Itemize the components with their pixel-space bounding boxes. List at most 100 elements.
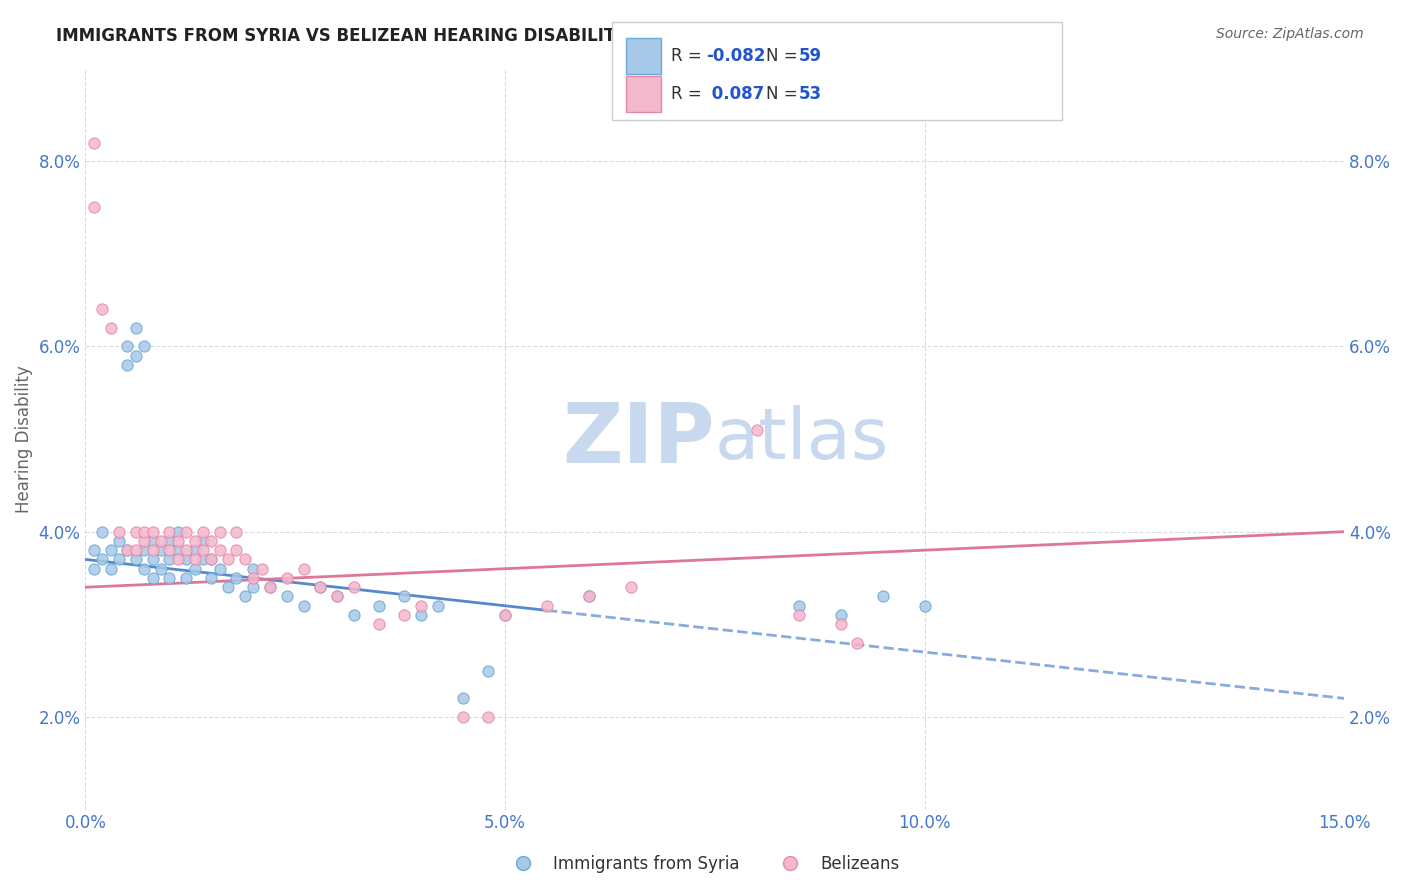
- Point: [157, 552, 180, 566]
- Text: IMMIGRANTS FROM SYRIA VS BELIZEAN HEARING DISABILITY CORRELATION CHART: IMMIGRANTS FROM SYRIA VS BELIZEAN HEARIN…: [56, 27, 832, 45]
- Point: [157, 571, 180, 585]
- Point: [620, 580, 643, 594]
- Point: [91, 524, 114, 539]
- Point: [141, 524, 163, 539]
- Point: [157, 533, 180, 548]
- Point: [149, 562, 172, 576]
- Point: [787, 599, 810, 613]
- Point: [259, 580, 281, 594]
- Point: [394, 590, 416, 604]
- Text: atlas: atlas: [714, 405, 889, 474]
- Point: [141, 543, 163, 558]
- Point: [787, 607, 810, 622]
- Point: [91, 552, 114, 566]
- Point: [225, 571, 247, 585]
- Point: [233, 552, 256, 566]
- Legend: Immigrants from Syria, Belizeans: Immigrants from Syria, Belizeans: [501, 848, 905, 880]
- Text: N =: N =: [766, 47, 803, 65]
- Point: [309, 580, 332, 594]
- Point: [259, 580, 281, 594]
- Point: [117, 543, 139, 558]
- Point: [91, 302, 114, 317]
- Y-axis label: Hearing Disability: Hearing Disability: [15, 365, 32, 513]
- Point: [250, 562, 273, 576]
- Point: [83, 201, 105, 215]
- Point: [326, 590, 349, 604]
- Point: [191, 543, 214, 558]
- Point: [208, 524, 231, 539]
- Point: [846, 636, 869, 650]
- Point: [191, 533, 214, 548]
- Point: [149, 533, 172, 548]
- Point: [100, 543, 122, 558]
- Point: [200, 571, 222, 585]
- Point: [166, 524, 188, 539]
- Point: [166, 533, 188, 548]
- Point: [477, 710, 499, 724]
- Point: [233, 590, 256, 604]
- Point: [134, 339, 156, 353]
- Text: R =: R =: [671, 85, 707, 103]
- Point: [183, 533, 205, 548]
- Point: [578, 590, 600, 604]
- Point: [451, 710, 474, 724]
- Point: [191, 524, 214, 539]
- Point: [100, 562, 122, 576]
- Point: [872, 590, 894, 604]
- Point: [225, 543, 247, 558]
- Point: [125, 349, 148, 363]
- Point: [830, 607, 852, 622]
- Point: [191, 552, 214, 566]
- Point: [217, 552, 239, 566]
- Point: [174, 543, 197, 558]
- Point: [174, 552, 197, 566]
- Point: [83, 562, 105, 576]
- Point: [276, 590, 298, 604]
- Point: [183, 562, 205, 576]
- Point: [134, 533, 156, 548]
- Point: [83, 543, 105, 558]
- Point: [536, 599, 558, 613]
- Point: [134, 562, 156, 576]
- Point: [225, 524, 247, 539]
- Point: [141, 571, 163, 585]
- Point: [326, 590, 349, 604]
- Text: Source: ZipAtlas.com: Source: ZipAtlas.com: [1216, 27, 1364, 41]
- Point: [368, 617, 391, 632]
- Point: [208, 562, 231, 576]
- Point: [292, 562, 315, 576]
- Point: [368, 599, 391, 613]
- Text: 0.087: 0.087: [706, 85, 763, 103]
- Point: [409, 599, 432, 613]
- Point: [117, 358, 139, 372]
- Point: [217, 580, 239, 594]
- Point: [108, 533, 131, 548]
- Point: [134, 543, 156, 558]
- Point: [166, 543, 188, 558]
- Text: R =: R =: [671, 47, 707, 65]
- Point: [141, 533, 163, 548]
- Point: [134, 524, 156, 539]
- Point: [494, 607, 516, 622]
- Point: [83, 136, 105, 150]
- Point: [108, 524, 131, 539]
- Point: [200, 552, 222, 566]
- Point: [125, 321, 148, 335]
- Text: -0.082: -0.082: [706, 47, 765, 65]
- Point: [166, 552, 188, 566]
- Point: [108, 552, 131, 566]
- Point: [174, 524, 197, 539]
- Point: [183, 543, 205, 558]
- Point: [100, 321, 122, 335]
- Point: [157, 543, 180, 558]
- Point: [149, 543, 172, 558]
- Point: [394, 607, 416, 622]
- Point: [745, 423, 768, 437]
- Text: ZIP: ZIP: [562, 399, 714, 480]
- Point: [426, 599, 449, 613]
- Point: [477, 664, 499, 678]
- Text: N =: N =: [766, 85, 803, 103]
- Point: [309, 580, 332, 594]
- Point: [494, 607, 516, 622]
- Point: [578, 590, 600, 604]
